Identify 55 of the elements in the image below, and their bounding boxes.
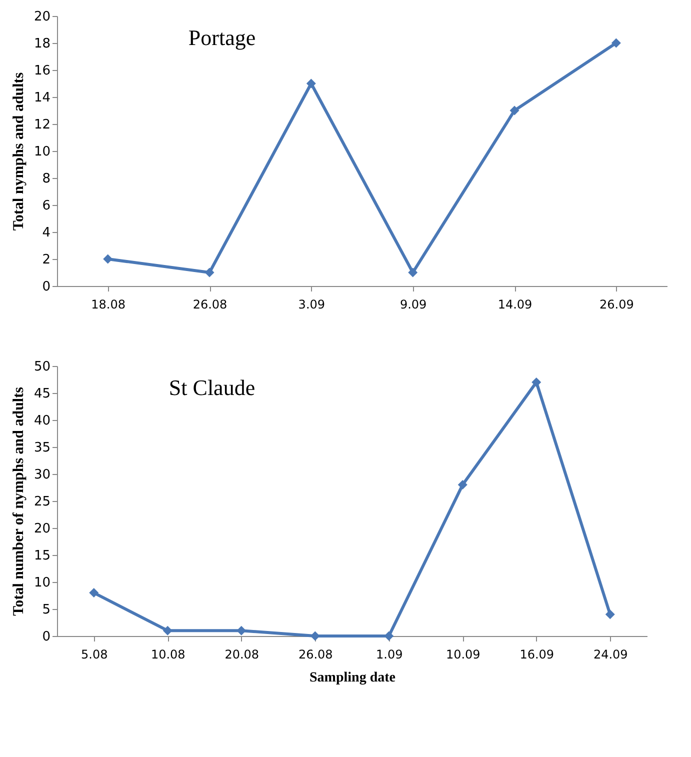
point (310, 631, 320, 641)
point (89, 588, 99, 598)
point (408, 268, 418, 278)
y-tick-label: 0 (42, 630, 50, 644)
chart-title: St Claude (168, 375, 256, 400)
y-tick-label: 40 (34, 414, 50, 428)
y-tick-label: 0 (42, 280, 50, 294)
y-tick-label: 16 (34, 64, 50, 78)
x-tick-label: 5.08 (81, 648, 108, 662)
x-tick-label: 14.09 (498, 298, 532, 312)
y-tick-label: 5 (42, 602, 50, 618)
y-tick-label: 25 (34, 494, 50, 510)
y-tick-label: 35 (34, 440, 50, 456)
y-tick-label: 8 (42, 172, 50, 186)
point (611, 38, 621, 48)
x-axis-title: Sampling date (310, 670, 396, 686)
y-tick-label: 4 (42, 226, 50, 240)
point (384, 631, 394, 641)
point (306, 78, 316, 88)
y-tick-label: 12 (34, 118, 50, 132)
x-tick-label: 9.09 (400, 298, 427, 312)
y-tick-label: 10 (34, 144, 50, 160)
x-tick-label: 3.09 (298, 298, 326, 312)
point (510, 106, 520, 116)
point (162, 626, 172, 636)
point (532, 377, 542, 387)
y-tick-label: 6 (42, 198, 50, 214)
x-tick-label: 16.09 (520, 648, 554, 662)
y-axis-title: Total nymphs and adults (10, 72, 27, 231)
x-tick-label: 18.08 (91, 298, 126, 312)
y-tick-label: 15 (34, 548, 50, 564)
y-tick-label: 20 (34, 522, 50, 536)
y-axis-title: Total number of nymphs and adults (10, 386, 27, 616)
y-tick-label: 2 (42, 252, 50, 268)
x-tick-label: 26.08 (298, 648, 333, 662)
y-tick-label: 14 (34, 90, 50, 106)
y-tick-label: 10 (34, 576, 50, 590)
chart-title: Portage (188, 25, 256, 50)
point (103, 254, 113, 264)
y-tick-label: 45 (34, 386, 50, 402)
point (605, 610, 615, 620)
x-tick-label: 10.09 (446, 648, 480, 662)
y-tick-label: 20 (34, 10, 50, 24)
x-tick-label: 26.09 (599, 298, 634, 312)
y-tick-label: 30 (34, 468, 50, 482)
y-tick-label: 50 (34, 360, 50, 374)
point (458, 480, 468, 490)
x-tick-label: 24.09 (593, 648, 628, 662)
point (236, 626, 246, 636)
x-tick-label: 20.08 (224, 648, 260, 662)
y-tick-label: 18 (34, 36, 50, 52)
x-tick-label: 1.09 (376, 648, 403, 662)
x-tick-label: 10.08 (150, 648, 186, 662)
point (204, 268, 214, 278)
x-tick-label: 26.08 (192, 298, 228, 312)
